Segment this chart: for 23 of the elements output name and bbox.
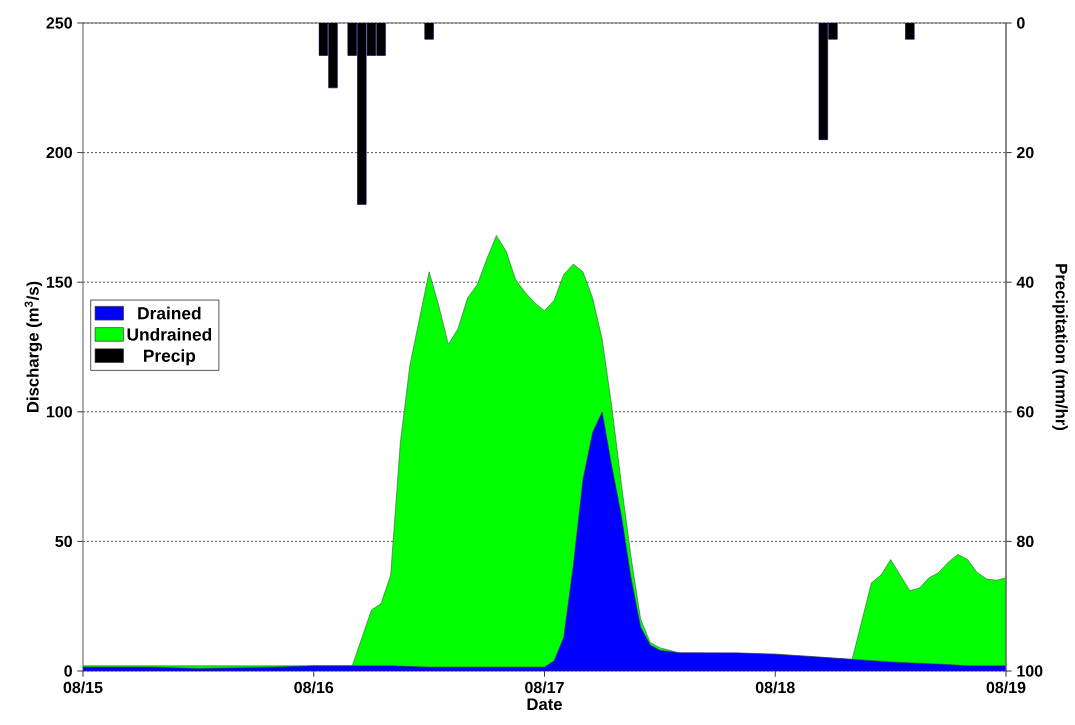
y2-tick-label: 60	[1016, 406, 1034, 418]
y2-axis-title: Precipitation (mm/hr)	[1052, 264, 1068, 430]
legend-label: Precip	[144, 349, 196, 366]
legend-label: Drained	[138, 306, 201, 320]
y-tick-label: 150	[46, 276, 72, 288]
y-tick-label: 250	[46, 17, 72, 29]
y-tick-label: 200	[46, 146, 72, 159]
legend-label: Undrained	[127, 327, 212, 341]
x-tick-label: 08/19	[986, 681, 1026, 694]
x-tick-label: 08/16	[294, 681, 334, 694]
x-tick-label: 08/18	[755, 681, 795, 694]
y-tick-label: 50	[55, 535, 72, 548]
y2-tick-label: 100	[1017, 665, 1043, 677]
y-tick-label: 100	[46, 406, 72, 418]
y2-tick-label: 20	[1016, 146, 1034, 159]
y2-tick-label: 0	[1017, 17, 1025, 29]
x-tick-label: 08/15	[63, 681, 103, 694]
y-axis-title: Discharge (m$^{3}$/s)	[24, 281, 43, 412]
y2-tick-label: 80	[1016, 535, 1034, 548]
x-axis-title: Date	[527, 698, 562, 711]
y2-tick-label: 40	[1016, 276, 1034, 288]
y-tick-label: 0	[64, 665, 72, 677]
x-tick-label: 08/17	[525, 681, 564, 694]
